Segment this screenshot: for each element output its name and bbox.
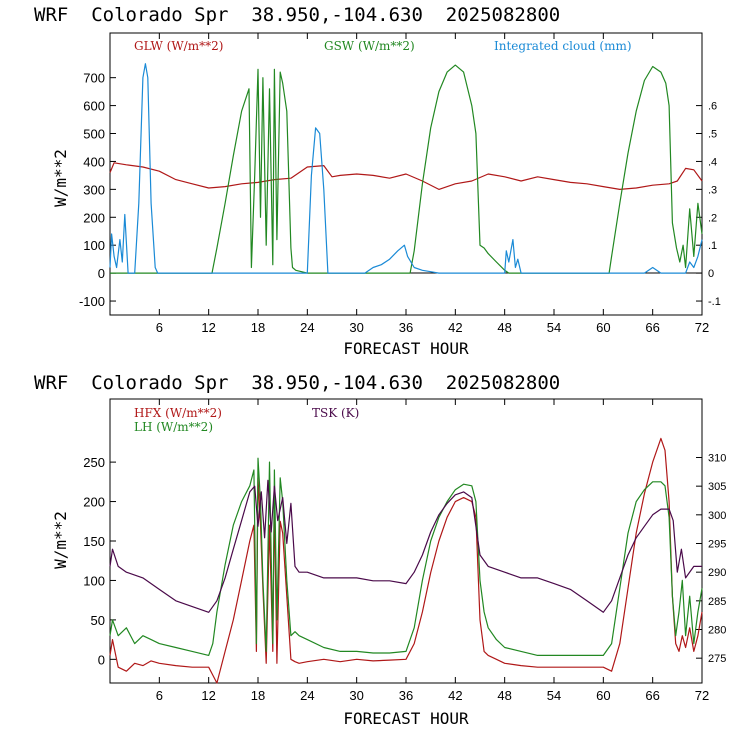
right-y-tick-label: .6: [708, 101, 717, 113]
right-y-tick-label: 280: [708, 625, 726, 637]
y-tick-label: -100: [79, 294, 105, 309]
x-tick-label: 36: [399, 320, 413, 335]
y-tick-label: 400: [83, 154, 105, 169]
x-tick-label: 36: [399, 688, 413, 703]
x-tick-label: 12: [201, 688, 215, 703]
bottom-y-axis-label: W/m**2: [51, 511, 70, 569]
x-tick-label: 6: [156, 320, 163, 335]
y-tick-label: 150: [83, 534, 105, 549]
x-tick-label: 72: [695, 320, 709, 335]
legend-glw: GLW (W/m**2): [134, 39, 223, 53]
radiation-panel: WRF Colorado Spr 38.950,-104.630 2025082…: [34, 4, 721, 358]
y-tick-label: 600: [83, 99, 105, 114]
right-y-tick-label: -.1: [708, 296, 721, 308]
legend-hfx: HFX (W/m**2): [134, 406, 222, 420]
y-tick-label: 100: [83, 238, 105, 253]
right-y-tick-label: 0: [708, 268, 714, 280]
legend-gsw: GSW (W/m**2): [324, 39, 415, 53]
x-tick-label: 48: [497, 320, 511, 335]
right-y-tick-label: 275: [708, 653, 726, 665]
bottom-right-y-ticks: 275 280 285 290 295 300 305 310: [696, 452, 726, 665]
y-tick-label: 200: [83, 495, 105, 510]
x-tick-label: 12: [201, 320, 215, 335]
top-y-axis-label: W/m**2: [51, 149, 70, 207]
x-tick-label: 24: [300, 320, 314, 335]
right-y-tick-label: .4: [708, 156, 717, 168]
right-y-tick-label: 295: [708, 538, 726, 550]
right-y-tick-label: .1: [708, 240, 717, 252]
top-right-y-ticks: -.1 0 .1 .2 .3 .4 .5 .6: [696, 101, 721, 308]
x-tick-label: 6: [156, 688, 163, 703]
bottom-y-ticks: 0 50 100 150 200 250: [83, 455, 116, 667]
x-tick-label: 48: [497, 688, 511, 703]
series-line-lh: [109, 457, 703, 657]
x-tick-label: 60: [596, 320, 610, 335]
x-tick-label: 18: [251, 320, 265, 335]
right-y-tick-label: 305: [708, 481, 726, 493]
y-tick-label: 300: [83, 182, 105, 197]
series-line-tsk: [109, 479, 702, 613]
right-y-tick-label: 300: [708, 510, 726, 522]
y-tick-label: 250: [83, 455, 105, 470]
series-line-gsw: [110, 64, 703, 274]
x-tick-label: 18: [251, 688, 265, 703]
y-tick-label: 500: [83, 127, 105, 142]
right-y-tick-label: .3: [708, 184, 717, 196]
x-tick-label: 42: [448, 688, 462, 703]
legend-integrated-cloud: Integrated cloud (mm): [494, 39, 632, 53]
y-tick-label: 700: [83, 71, 105, 86]
x-tick-label: 30: [349, 320, 363, 335]
top-chart-title: WRF Colorado Spr 38.950,-104.630 2025082…: [34, 4, 560, 26]
bottom-x-ticks: 6 12 18 24 30 36 42 48 54 60 66 72: [156, 399, 709, 703]
top-y-ticks: -100 0 100 200 300 400 500 600 700: [79, 71, 116, 309]
legend-tsk: TSK (K): [312, 406, 359, 420]
top-series: [109, 63, 703, 274]
y-tick-label: 50: [91, 613, 105, 628]
top-x-axis-label: FORECAST HOUR: [343, 339, 469, 358]
right-y-tick-label: .2: [708, 212, 717, 224]
right-y-tick-label: 310: [708, 452, 726, 464]
y-tick-label: 100: [83, 573, 105, 588]
right-y-tick-label: 285: [708, 596, 726, 608]
x-tick-label: 54: [547, 688, 561, 703]
bottom-chart-title: WRF Colorado Spr 38.950,-104.630 2025082…: [34, 372, 560, 394]
y-tick-label: 200: [83, 210, 105, 225]
series-line-integrated: [109, 63, 703, 274]
x-tick-label: 42: [448, 320, 462, 335]
series-line-hfx: [109, 437, 703, 684]
legend-lh: LH (W/m**2): [134, 420, 213, 434]
x-tick-label: 72: [695, 688, 709, 703]
flux-panel: WRF Colorado Spr 38.950,-104.630 2025082…: [34, 372, 726, 728]
x-tick-label: 54: [547, 320, 561, 335]
bottom-x-axis-label: FORECAST HOUR: [343, 709, 469, 728]
x-tick-label: 60: [596, 688, 610, 703]
x-tick-label: 66: [645, 320, 659, 335]
top-x-ticks: 6 12 18 24 30 36 42 48 54 60 66 72: [156, 33, 709, 335]
y-tick-label: 0: [98, 266, 105, 281]
bottom-series: [109, 437, 703, 684]
series-line-glw: [109, 162, 703, 190]
x-tick-label: 66: [645, 688, 659, 703]
x-tick-label: 30: [349, 688, 363, 703]
y-tick-label: 0: [98, 652, 105, 667]
x-tick-label: 24: [300, 688, 314, 703]
right-y-tick-label: 290: [708, 567, 726, 579]
right-y-tick-label: .5: [708, 129, 717, 141]
bottom-plot-frame: [109, 398, 703, 684]
